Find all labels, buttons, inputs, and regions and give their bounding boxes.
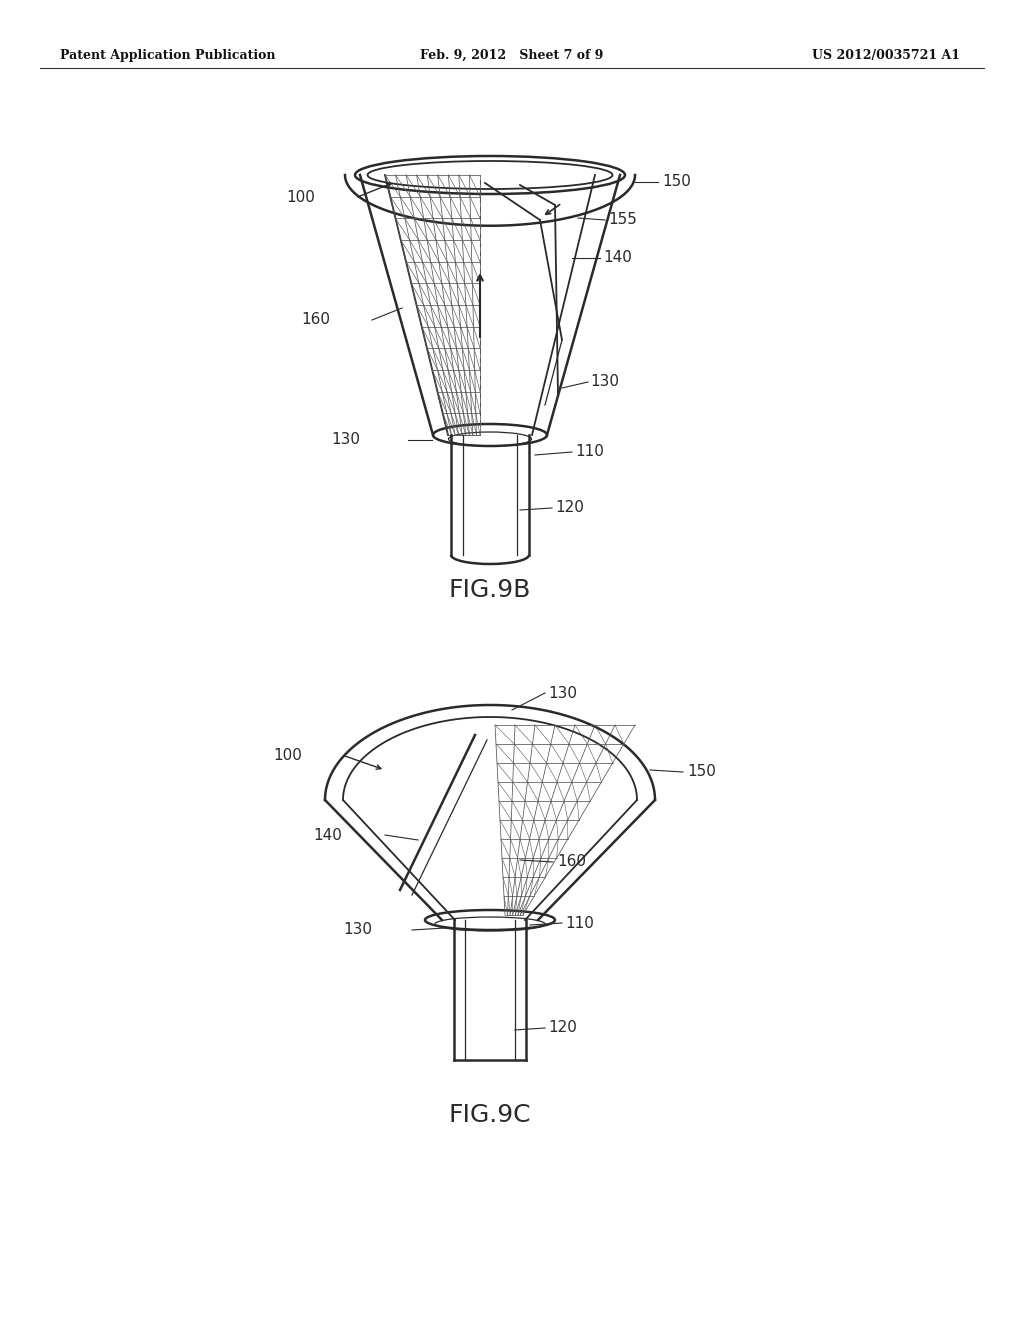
Text: 100: 100 (286, 190, 315, 206)
Text: 160: 160 (301, 313, 330, 327)
Text: 130: 130 (331, 433, 360, 447)
Text: 140: 140 (313, 828, 342, 842)
Text: 130: 130 (590, 375, 618, 389)
Text: 110: 110 (575, 445, 604, 459)
Text: 120: 120 (555, 500, 584, 516)
Text: 160: 160 (557, 854, 586, 870)
Text: 150: 150 (687, 764, 716, 780)
Text: US 2012/0035721 A1: US 2012/0035721 A1 (812, 49, 961, 62)
Text: FIG.9B: FIG.9B (449, 578, 531, 602)
Text: 110: 110 (565, 916, 594, 931)
Text: 120: 120 (548, 1020, 577, 1035)
Text: 130: 130 (343, 923, 372, 937)
Text: Patent Application Publication: Patent Application Publication (60, 49, 275, 62)
Text: 155: 155 (608, 213, 637, 227)
Text: FIG.9C: FIG.9C (449, 1104, 531, 1127)
Text: 130: 130 (548, 685, 577, 701)
Text: 140: 140 (603, 251, 632, 265)
Text: 100: 100 (273, 747, 302, 763)
Text: 150: 150 (662, 174, 691, 190)
Text: Feb. 9, 2012   Sheet 7 of 9: Feb. 9, 2012 Sheet 7 of 9 (420, 49, 604, 62)
